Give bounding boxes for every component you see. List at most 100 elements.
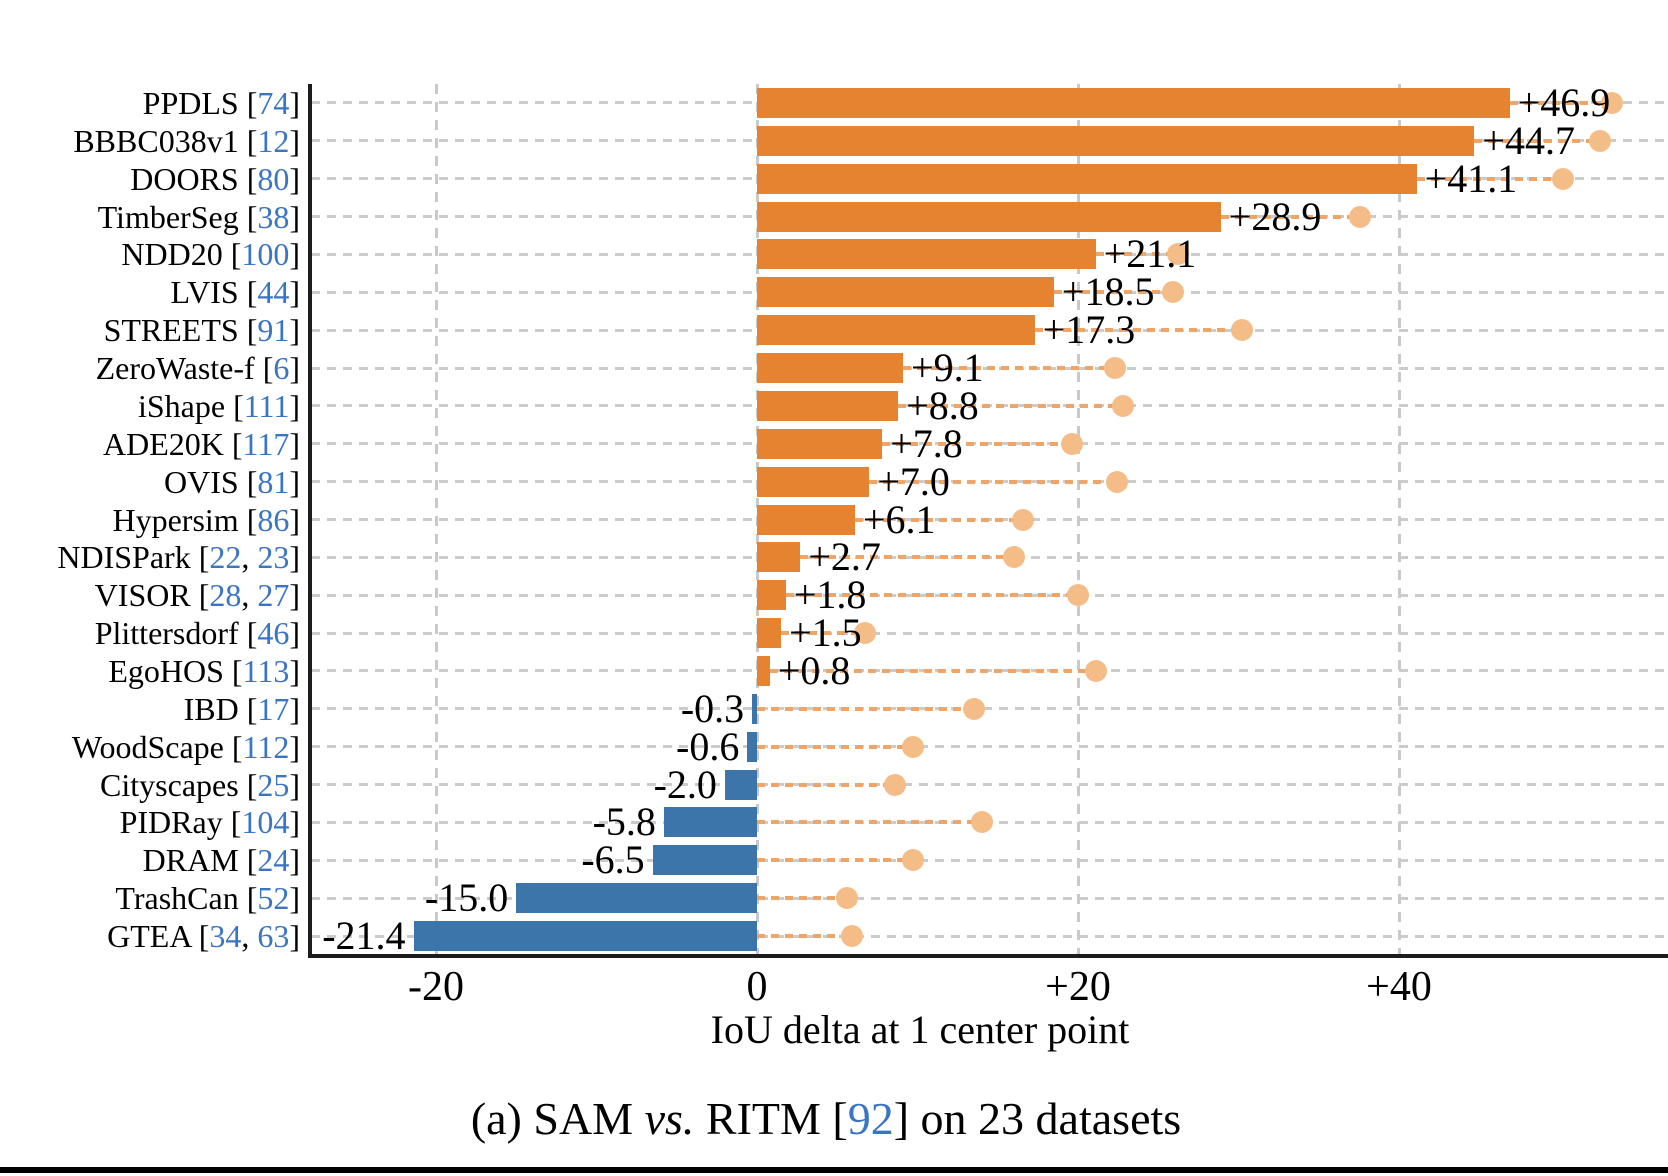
bar-value-label: +1.8 [793,572,867,618]
bar-value-label: +7.8 [890,420,963,466]
citation-link[interactable]: 63 [257,918,290,955]
horizontal-gridline [311,934,1668,938]
category-label-plittersdorf: Plittersdorf [46] [94,615,300,652]
category-label-ppdls: PPDLS [74] [142,84,300,121]
category-label-ibd: IBD [17] [183,690,300,727]
citation-link[interactable]: 100 [241,236,290,273]
citation-link[interactable]: 86 [257,501,290,538]
bar-value-label: +0.8 [777,647,851,693]
bar-value-label: +8.8 [906,382,979,428]
category-label-ndispark: NDISPark [22, 23] [57,539,300,576]
bar-streets [757,315,1035,346]
category-label-ovis: OVIS [81] [164,463,300,500]
bar-value-label: +44.7 [1482,117,1575,163]
circle-connector-line [1053,290,1173,295]
circle-marker-hypersim [1012,508,1035,531]
circle-marker-timberseg [1349,205,1372,228]
caption-citation-link[interactable]: 92 [847,1093,894,1144]
citation-link[interactable]: 74 [257,84,290,121]
circle-connector-line [785,593,1078,598]
citation-link[interactable]: 104 [241,804,290,841]
circle-marker-streets [1230,319,1253,342]
citation-link[interactable]: 23 [257,539,290,576]
category-label-cityscapes: Cityscapes [25] [100,766,300,803]
bar-lvis [757,277,1054,308]
bar-hypersim [757,504,855,535]
bar-dram [652,845,757,876]
citation-link[interactable]: 25 [257,766,290,803]
circle-connector-line [769,668,1096,673]
citation-link[interactable]: 38 [257,198,290,235]
citation-link[interactable]: 117 [242,425,290,462]
citation-link[interactable]: 81 [257,463,290,500]
circle-marker-zerowaste-f [1103,357,1126,380]
bar-value-label: +9.1 [911,345,984,391]
circle-connector-line [903,366,1115,371]
circle-marker-ibd [962,697,985,720]
citation-link[interactable]: 111 [243,387,290,424]
circle-marker-lvis [1161,281,1184,304]
bar-value-label: +18.5 [1061,269,1155,315]
circle-marker-doors [1551,167,1574,190]
circle-marker-woodscape [901,735,924,758]
citation-link[interactable]: 80 [257,160,290,197]
x-tick-label: +40 [1366,964,1432,1010]
citation-link[interactable]: 28 [209,577,242,614]
circle-marker-gtea [840,925,863,948]
citation-link[interactable]: 27 [257,577,290,614]
bar-value-label: -6.5 [581,837,645,883]
citation-link[interactable]: 12 [257,122,290,159]
bar-ishape [757,390,899,421]
category-label-hypersim: Hypersim [86] [112,501,300,538]
bar-egohos [757,655,770,686]
citation-link[interactable]: 6 [273,350,290,387]
category-label-lvis: LVIS [44] [170,274,300,311]
bar-value-label: -15.0 [424,875,509,921]
bar-ndd20 [757,239,1096,270]
category-label-timberseg: TimberSeg [38] [97,198,300,235]
horizontal-gridline [311,783,1668,787]
citation-link[interactable]: 112 [242,728,290,765]
citation-link[interactable]: 44 [257,274,290,311]
horizontal-gridline [311,631,1668,635]
citation-link[interactable]: 46 [257,615,290,652]
category-label-pidray: PIDRay [104] [119,804,300,841]
circle-marker-egohos [1084,659,1107,682]
category-label-bbbc038v1: BBBC038v1 [12] [73,122,300,159]
circle-marker-ppdls [1601,91,1624,114]
category-label-egohos: EgoHOS [113] [108,652,300,689]
caption-text: (a) SAM [470,1093,645,1144]
bar-trashcan [516,883,757,914]
circle-connector-line [757,744,913,749]
category-label-woodscape: WoodScape [112] [71,728,300,765]
citation-link[interactable]: 34 [209,918,242,955]
circle-marker-pidray [970,811,993,834]
bar-visor [757,580,786,611]
x-axis-title: IoU delta at 1 center point [710,1007,1130,1052]
citation-link[interactable]: 24 [257,842,290,879]
x-tick-label: +20 [1045,964,1111,1010]
citation-link[interactable]: 113 [242,652,290,689]
circle-marker-bbbc038v1 [1588,129,1611,152]
bar-zerowaste-f [757,353,904,384]
horizontal-gridline [311,707,1668,711]
x-axis-spine [308,954,1668,958]
circle-connector-line [757,782,896,787]
bar-woodscape [747,731,757,762]
citation-link[interactable]: 52 [257,880,290,917]
circle-marker-ade20k [1060,432,1083,455]
citation-link[interactable]: 91 [257,312,290,349]
circle-connector-line [800,555,1014,560]
category-label-dram: DRAM [24] [142,842,300,879]
bar-value-label: +28.9 [1228,193,1322,239]
circle-marker-ovis [1105,470,1128,493]
circle-connector-line [757,934,852,939]
bar-value-label: +7.0 [877,458,950,504]
y-axis-spine [308,84,312,958]
citation-link[interactable]: 22 [209,539,242,576]
bar-ndispark [757,542,801,573]
bar-value-label: +21.1 [1103,231,1197,277]
citation-link[interactable]: 17 [257,690,290,727]
